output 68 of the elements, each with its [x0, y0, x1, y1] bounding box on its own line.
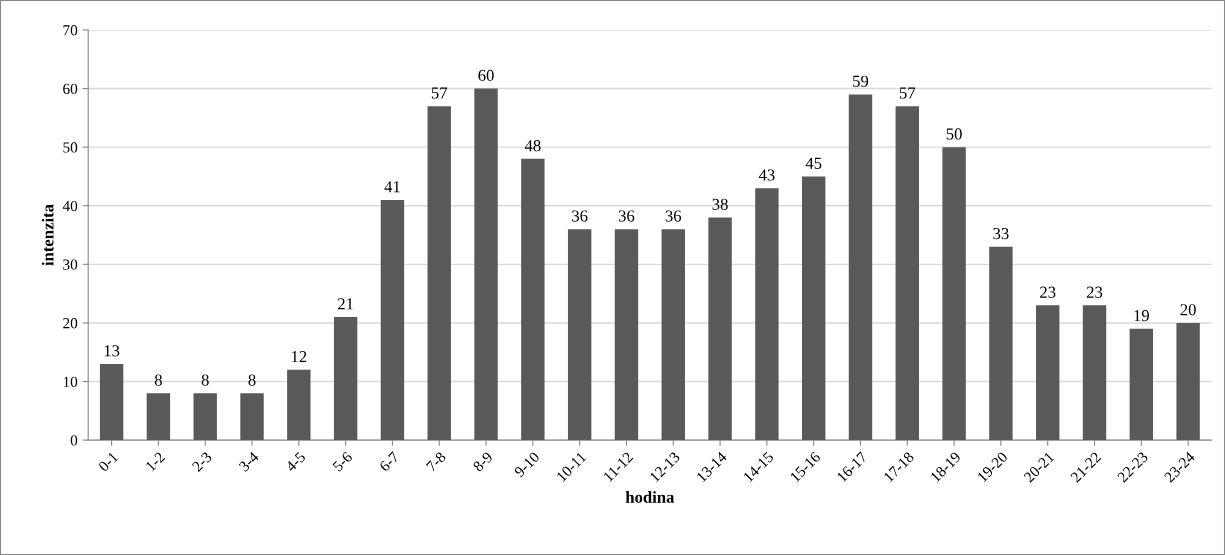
y-tick-label: 20 — [63, 318, 78, 329]
data-label: 21 — [338, 298, 353, 310]
data-label: 48 — [524, 140, 541, 152]
bar — [193, 393, 217, 441]
data-label: 45 — [805, 157, 822, 169]
data-label: 33 — [993, 228, 1009, 240]
data-label: 19 — [1134, 310, 1149, 322]
y-tick-label: 40 — [62, 200, 78, 212]
bar — [1082, 305, 1107, 441]
bar — [474, 88, 498, 441]
data-label: 43 — [758, 169, 775, 181]
bar — [989, 246, 1013, 441]
data-label: 41 — [384, 181, 400, 193]
bar — [614, 229, 639, 441]
x-axis-title: hodina — [625, 491, 675, 503]
bar — [380, 199, 405, 441]
data-label: 23 — [1040, 286, 1056, 298]
bar — [661, 229, 685, 441]
x-tick-label: 9-10 — [513, 451, 541, 478]
data-label: 20 — [1180, 304, 1196, 316]
y-tick-label: 0 — [70, 435, 78, 446]
data-label: 38 — [712, 198, 728, 210]
x-tick-label: 8-9 — [472, 451, 494, 473]
x-tick-label: 2-3 — [191, 451, 213, 473]
bar — [848, 94, 873, 441]
data-label: 36 — [618, 210, 635, 222]
bar — [99, 363, 124, 441]
data-label: 57 — [431, 87, 448, 99]
data-label: 12 — [291, 351, 307, 363]
bar — [755, 188, 779, 441]
data-label: 8 — [201, 374, 209, 386]
x-tick-label: 3-4 — [238, 451, 260, 473]
x-tick-label: 6-7 — [378, 451, 400, 473]
data-label: 36 — [572, 210, 588, 222]
bar — [333, 317, 358, 441]
data-label: 59 — [853, 75, 869, 87]
y-tick-label: 30 — [63, 259, 78, 270]
data-label: 60 — [478, 69, 494, 82]
bar — [240, 393, 264, 441]
data-label: 8 — [154, 374, 162, 386]
data-label: 50 — [946, 128, 962, 140]
y-axis-title: intenzita — [41, 204, 54, 266]
data-label: 13 — [104, 345, 120, 357]
x-tick-label: 1-2 — [145, 451, 166, 472]
bar — [708, 217, 732, 441]
bar — [427, 106, 451, 441]
bar — [567, 229, 592, 441]
data-label: 8 — [248, 374, 256, 386]
y-tick-label: 50 — [63, 142, 78, 153]
bar — [1036, 305, 1060, 441]
data-label: 57 — [899, 87, 916, 99]
data-label: 36 — [665, 210, 682, 222]
x-tick-label: 7-8 — [425, 451, 447, 472]
bar — [287, 369, 311, 441]
bar — [146, 393, 171, 441]
bar — [521, 158, 545, 441]
data-label: 23 — [1086, 286, 1103, 298]
y-tick-label: 10 — [63, 376, 78, 387]
x-tick-label: 0-1 — [97, 451, 119, 473]
bar — [942, 147, 966, 441]
bar — [895, 106, 919, 441]
x-tick-label: 4-5 — [285, 451, 306, 473]
bar — [1176, 322, 1200, 441]
x-tick-label: 5-6 — [332, 451, 353, 472]
bar — [801, 176, 826, 441]
y-tick-label: 70 — [63, 25, 78, 36]
y-tick-label: 60 — [63, 83, 78, 95]
bar — [1129, 328, 1154, 441]
